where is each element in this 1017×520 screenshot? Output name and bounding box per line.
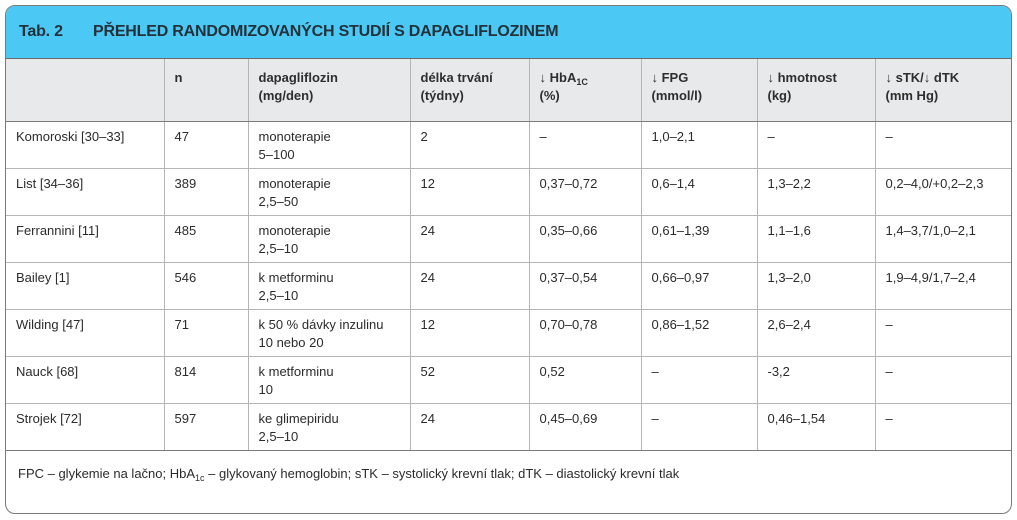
cell-fpg: 1,0–2,1: [640, 121, 757, 169]
cell-weight: 2,6–2,4: [756, 309, 875, 357]
header-dose: dapagliflozin (mg/den): [247, 59, 410, 122]
cell-bp: –: [874, 356, 1011, 404]
cell-study: Bailey [1]: [6, 262, 164, 310]
table-row: Komoroski [30–33] 47 monoterapie 5–100 2 …: [6, 121, 1011, 169]
cell-n: 597: [163, 403, 248, 451]
cell-study: Nauck [68]: [6, 356, 164, 404]
cell-hba1c: 0,35–0,66: [528, 215, 641, 263]
cell-duration: 12: [409, 309, 529, 357]
cell-duration: 24: [409, 262, 529, 310]
cell-duration: 52: [409, 356, 529, 404]
cell-duration: 24: [409, 403, 529, 451]
cell-hba1c: 0,52: [528, 356, 641, 404]
cell-hba1c: 0,37–0,54: [528, 262, 641, 310]
cell-dose: k 50 % dávky inzulinu 10 nebo 20: [247, 309, 410, 357]
cell-weight: 0,46–1,54: [756, 403, 875, 451]
cell-hba1c: –: [528, 121, 641, 169]
cell-fpg: –: [640, 356, 757, 404]
table-row: Wilding [47] 71 k 50 % dávky inzulinu 10 …: [6, 309, 1011, 357]
table-frame: Tab. 2 Přehled randomizovaných studií s …: [5, 5, 1012, 514]
cell-duration: 12: [409, 168, 529, 216]
cell-study: Wilding [47]: [6, 309, 164, 357]
cell-weight: 1,1–1,6: [756, 215, 875, 263]
cell-bp: –: [874, 121, 1011, 169]
cell-n: 71: [163, 309, 248, 357]
cell-fpg: 0,86–1,52: [640, 309, 757, 357]
cell-study: Ferrannini [11]: [6, 215, 164, 263]
cell-weight: -3,2: [756, 356, 875, 404]
cell-dose: k metforminu 2,5–10: [247, 262, 410, 310]
cell-bp: 1,4–3,7/1,0–2,1: [874, 215, 1011, 263]
header-study: [6, 59, 164, 122]
table-row: Bailey [1] 546 k metforminu 2,5–10 24 0,3…: [6, 262, 1011, 310]
table-number: Tab. 2: [19, 23, 63, 40]
cell-fpg: –: [640, 403, 757, 451]
table-title: Přehled randomizovaných studií s dapagli…: [93, 23, 559, 40]
cell-study: Komoroski [30–33]: [6, 121, 164, 169]
cell-n: 546: [163, 262, 248, 310]
cell-weight: 1,3–2,0: [756, 262, 875, 310]
cell-n: 47: [163, 121, 248, 169]
cell-n: 814: [163, 356, 248, 404]
cell-fpg: 0,61–1,39: [640, 215, 757, 263]
table-row: Nauck [68] 814 k metforminu 10 52 0,52 – …: [6, 356, 1011, 404]
cell-fpg: 0,6–1,4: [640, 168, 757, 216]
cell-dose: k metforminu 10: [247, 356, 410, 404]
table-header-row: n dapagliflozin (mg/den) délka trvání (t…: [6, 59, 1011, 122]
cell-fpg: 0,66–0,97: [640, 262, 757, 310]
cell-dose: monoterapie 5–100: [247, 121, 410, 169]
cell-duration: 2: [409, 121, 529, 169]
cell-study: List [34–36]: [6, 168, 164, 216]
header-duration: délka trvání (týdny): [409, 59, 529, 122]
cell-bp: –: [874, 309, 1011, 357]
table-footnote: FPC – glykemie na lačno; HbA1c – glykova…: [18, 465, 680, 483]
table-row: Strojek [72] 597 ke glimepiridu 2,5–10 24…: [6, 403, 1011, 451]
cell-weight: –: [756, 121, 875, 169]
cell-hba1c: 0,70–0,78: [528, 309, 641, 357]
header-hba1c: ↓ HbA1C (%): [528, 59, 641, 122]
table-row: List [34–36] 389 monoterapie 2,5–50 12 0,…: [6, 168, 1011, 216]
cell-dose: monoterapie 2,5–50: [247, 168, 410, 216]
header-blood-pressure: ↓ sTK/↓ dTK (mm Hg): [874, 59, 1011, 122]
cell-dose: ke glimepiridu 2,5–10: [247, 403, 410, 451]
cell-hba1c: 0,45–0,69: [528, 403, 641, 451]
header-fpg: ↓ FPG (mmol/l): [640, 59, 757, 122]
cell-bp: 0,2–4,0/+0,2–2,3: [874, 168, 1011, 216]
table-row: Ferrannini [11] 485 monoterapie 2,5–10 24…: [6, 215, 1011, 263]
cell-study: Strojek [72]: [6, 403, 164, 451]
cell-bp: 1,9–4,9/1,7–2,4: [874, 262, 1011, 310]
table-title-bar: Tab. 2 Přehled randomizovaných studií s …: [6, 6, 1011, 59]
cell-weight: 1,3–2,2: [756, 168, 875, 216]
cell-bp: –: [874, 403, 1011, 451]
header-n: n: [163, 59, 248, 122]
cell-n: 389: [163, 168, 248, 216]
cell-duration: 24: [409, 215, 529, 263]
studies-table: n dapagliflozin (mg/den) délka trvání (t…: [6, 59, 1011, 451]
cell-n: 485: [163, 215, 248, 263]
cell-dose: monoterapie 2,5–10: [247, 215, 410, 263]
header-weight: ↓ hmotnost (kg): [756, 59, 875, 122]
cell-hba1c: 0,37–0,72: [528, 168, 641, 216]
